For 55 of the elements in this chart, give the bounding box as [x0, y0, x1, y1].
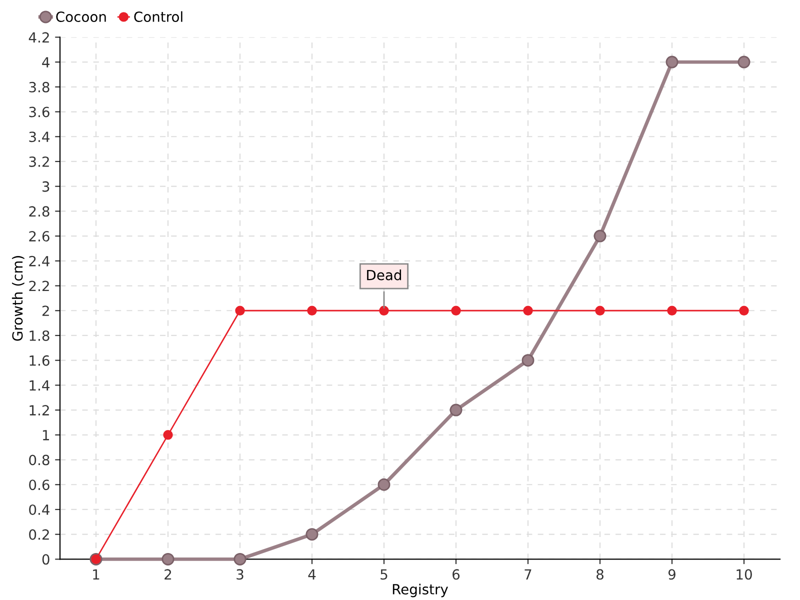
y-tick-label: 3.8 — [29, 82, 50, 92]
y-tick-label: 0.2 — [29, 529, 49, 540]
y-tick-label: 1.4 — [30, 380, 50, 390]
y-tick-label: 1.6 — [30, 355, 50, 366]
annotation: Dead — [367, 270, 402, 280]
point — [234, 552, 246, 566]
y-tick-label: 0.6 — [29, 480, 50, 490]
point — [739, 306, 749, 316]
point — [163, 430, 173, 440]
x-tick-label: 8 — [596, 569, 604, 580]
y-tick-label: 0.8 — [29, 454, 50, 466]
x-tick-label: 7 — [524, 569, 532, 580]
y-tick-label: 2.6 — [29, 231, 50, 242]
y-tick-label: 0.4 — [29, 504, 50, 515]
point — [450, 404, 462, 416]
y-tick-label: 2 — [42, 306, 49, 316]
x-tick-label: 4 — [308, 569, 316, 580]
point — [379, 306, 389, 316]
point — [306, 528, 318, 541]
point — [235, 306, 245, 316]
y-tick-label: 1.2 — [30, 405, 49, 416]
point — [523, 306, 533, 316]
point — [666, 56, 678, 68]
y-tick-label: 4 — [42, 57, 50, 68]
point — [667, 306, 677, 316]
y-tick-label: 3.4 — [29, 132, 50, 142]
point — [522, 354, 534, 367]
y-tick-label: 0 — [42, 554, 50, 565]
point — [378, 478, 390, 491]
legend-label: Cocoon — [56, 12, 106, 22]
x-tick-label: 3 — [236, 569, 244, 580]
legend-label: Control — [134, 11, 182, 22]
x-tick-label: 10 — [736, 569, 752, 580]
point — [162, 552, 174, 566]
y-tick-label: 3.6 — [29, 106, 50, 118]
point — [594, 230, 606, 242]
y-tick-label: 1 — [42, 430, 49, 440]
y-tick-label: 3.2 — [29, 156, 49, 167]
y-tick-label: 1.8 — [30, 330, 50, 341]
x-tick-label: 5 — [380, 569, 388, 580]
y-axis-title: Growth (cm) — [12, 256, 24, 341]
point — [595, 306, 605, 316]
x-tick-label: 6 — [452, 569, 460, 580]
point — [738, 56, 750, 68]
point — [307, 306, 317, 316]
point — [451, 306, 461, 316]
y-tick-label: 2.4 — [29, 256, 50, 266]
y-tick-label: 2.2 — [29, 280, 49, 292]
x-tick-label: 2 — [164, 569, 172, 580]
x-tick-label: 1 — [93, 569, 100, 580]
y-tick-label: 4.2 — [28, 32, 49, 42]
x-tick-label: 9 — [668, 569, 676, 580]
y-tick-label: 2.8 — [29, 206, 50, 217]
x-axis-title: Registry — [392, 584, 448, 598]
y-tick-label: 3 — [42, 181, 50, 192]
